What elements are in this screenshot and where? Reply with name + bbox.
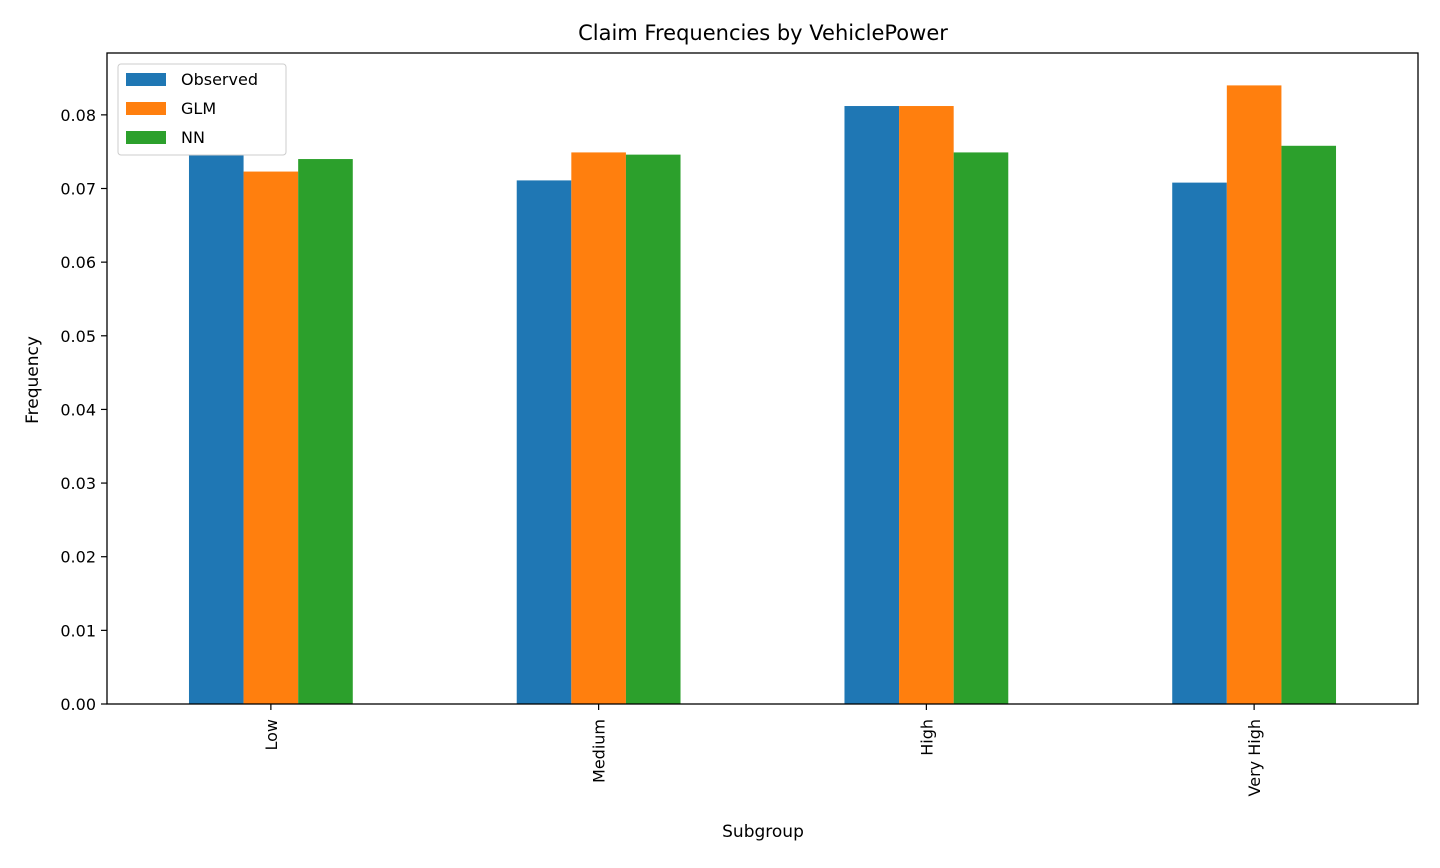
legend-label-observed: Observed — [181, 70, 258, 89]
bar-nn-very-high — [1281, 145, 1337, 704]
bar-glm-low — [243, 171, 299, 705]
legend-swatch-observed — [126, 73, 166, 86]
legend-swatch-nn — [126, 131, 166, 144]
x-tick-label: High — [917, 719, 936, 756]
y-tick-label: 0.07 — [60, 180, 96, 199]
bar-nn-high — [953, 152, 1009, 704]
bar-observed-high — [844, 106, 900, 704]
x-axis: Low Medium High Very High — [262, 704, 1264, 796]
y-tick-label: 0.06 — [60, 253, 96, 272]
x-axis-label: Subgroup — [722, 822, 804, 842]
y-tick-label: 0.01 — [60, 621, 96, 640]
legend-label-glm: GLM — [181, 99, 216, 118]
y-tick-label: 0.00 — [60, 695, 96, 714]
bar-glm-very-high — [1226, 85, 1282, 705]
bar-observed-medium — [516, 180, 572, 704]
y-axis: 0.00 0.01 0.02 0.03 0.04 0.05 0.06 0.07 0.08 — [60, 106, 107, 714]
plot-frame — [106, 52, 1419, 705]
y-tick-label: 0.05 — [60, 327, 96, 346]
y-tick-label: 0.03 — [60, 474, 96, 493]
x-tick-label: Low — [262, 719, 281, 751]
x-tick-label: Medium — [590, 719, 609, 783]
bar-observed-low — [188, 155, 244, 704]
y-tick-label: 0.04 — [60, 400, 96, 419]
bar-nn-medium — [625, 154, 681, 704]
y-tick-label: 0.02 — [60, 548, 96, 567]
legend-label-nn: NN — [181, 128, 205, 147]
bar-nn-low — [298, 159, 353, 705]
bar-glm-medium — [571, 152, 626, 704]
legend: Observed GLM NN — [117, 63, 287, 156]
y-tick-label: 0.08 — [60, 106, 96, 125]
chart-title: Claim Frequencies by VehiclePower — [578, 21, 948, 45]
y-axis-label: Frequency — [23, 336, 43, 424]
x-tick-label: Very High — [1245, 719, 1264, 796]
bar-observed-very-high — [1172, 182, 1227, 705]
legend-swatch-glm — [126, 102, 166, 115]
bar-glm-high — [899, 106, 954, 704]
bars-layer — [188, 85, 1337, 705]
